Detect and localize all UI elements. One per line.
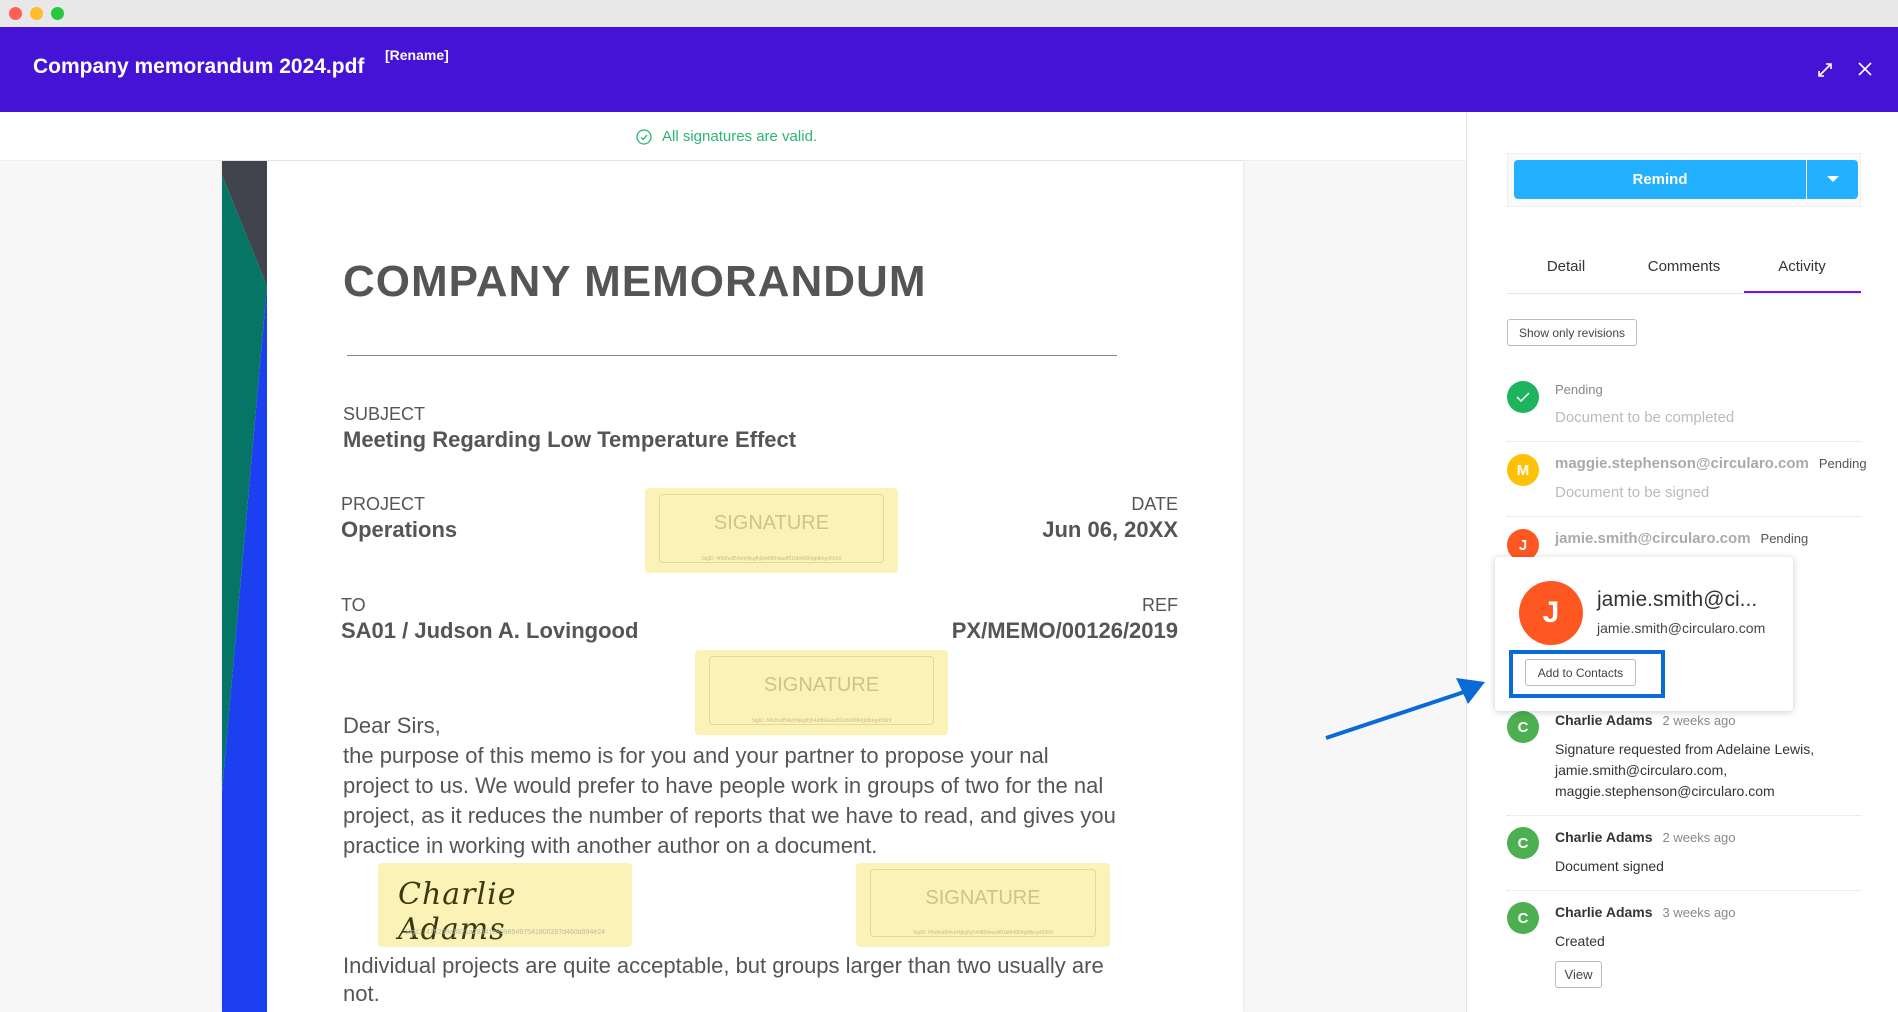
activity-text: Created <box>1555 933 1605 949</box>
activity-user[interactable]: jamie.smith@circularo.com <box>1555 530 1751 547</box>
activity-status: Pending <box>1760 531 1809 546</box>
to-label: TO <box>341 595 366 615</box>
expand-icon[interactable] <box>1816 61 1834 79</box>
activity-status: Pending <box>1818 456 1867 471</box>
page-decoration <box>222 161 267 1012</box>
activity-text: maggie.stephenson@circularo.com <box>1555 783 1775 799</box>
document-title: Company memorandum 2024.pdf <box>33 55 365 78</box>
activity-status: Pending <box>1555 382 1603 397</box>
signature-status-bar: All signatures are valid. <box>0 112 1466 161</box>
ref-label: REF <box>1142 595 1178 615</box>
activity-time: 3 weeks ago <box>1662 905 1736 920</box>
signature-placeholder: SIGNATURE <box>713 512 830 534</box>
subject-label: SUBJECT <box>343 404 426 424</box>
check-icon <box>1507 381 1539 413</box>
signature-id: SigID: 475269a8821a28341e999694975418002… <box>404 929 606 936</box>
signature-field[interactable]: SIGNATURE SigID: f45dfsdf54vhf4jkgfhj54df… <box>695 650 948 735</box>
signature-id: SigID: f45dfsdf54vhf4jkgfhj54df894asdf01… <box>701 556 842 562</box>
ref-value: PX/MEMO/00126/2019 <box>951 618 1178 643</box>
close-icon[interactable] <box>1857 61 1873 77</box>
document-page: COMPANY MEMORANDUM SUBJECT Meeting Regar… <box>222 161 1243 1012</box>
arrow-annotation <box>1325 678 1485 740</box>
tab-comments[interactable]: Comments <box>1647 258 1721 275</box>
body-line: practice in working with another author … <box>343 833 878 858</box>
window-titlebar <box>0 0 1898 27</box>
date-label: DATE <box>1131 494 1178 514</box>
memo-heading: COMPANY MEMORANDUM <box>343 257 927 306</box>
greeting: Dear Sirs, <box>343 713 441 738</box>
avatar: J <box>1507 529 1539 561</box>
avatar: C <box>1507 711 1539 743</box>
close-window-button[interactable] <box>9 7 22 20</box>
popup-email: jamie.smith@circularo.com <box>1597 620 1766 636</box>
signature-id: SigID: f45dfsdf54vhf4jkgfhj54df894asdf01… <box>751 718 892 724</box>
activity-user[interactable]: Charlie Adams <box>1555 904 1653 920</box>
maximize-window-button[interactable] <box>51 7 64 20</box>
signature-placeholder: SIGNATURE <box>763 674 880 696</box>
activity-user[interactable]: maggie.stephenson@circularo.com <box>1555 455 1809 472</box>
handwritten-signature: Charlie Adams <box>398 877 517 947</box>
signature-id: SigID: f45dfsdf54vhf4jkgfhj54df894asdf01… <box>912 930 1054 936</box>
activity-text: jamie.smith@circularo.com, <box>1555 762 1728 778</box>
activity-time: 2 weeks ago <box>1662 830 1736 845</box>
activity-user[interactable]: Charlie Adams <box>1555 829 1653 845</box>
subject-value: Meeting Regarding Low Temperature Effect <box>343 427 797 452</box>
check-circle-icon <box>636 128 652 145</box>
body-line: not. <box>343 981 380 1006</box>
avatar: M <box>1507 454 1539 486</box>
app-header: Company memorandum 2024.pdf [Rename] <box>0 27 1898 112</box>
activity-time: 2 weeks ago <box>1662 713 1736 728</box>
avatar: C <box>1507 902 1539 934</box>
project-value: Operations <box>341 517 458 542</box>
signature-field[interactable]: SIGNATURE SigID: f45dfsdf54vhf4jkgfhj54df… <box>856 863 1110 947</box>
minimize-window-button[interactable] <box>30 7 43 20</box>
add-to-contacts-button[interactable]: Add to Contacts <box>1525 659 1636 686</box>
activity-text: Document to be completed <box>1555 409 1735 426</box>
signature-placeholder: SIGNATURE <box>925 887 1041 909</box>
activity-text: Signature requested from Adelaine Lewis, <box>1555 741 1815 757</box>
status-text: All signatures are valid. <box>662 128 818 145</box>
show-only-revisions-button[interactable]: Show only revisions <box>1507 319 1637 346</box>
remind-button[interactable]: Remind <box>1514 160 1806 199</box>
popup-title: jamie.smith@ci... <box>1597 588 1758 611</box>
project-label: PROJECT <box>341 494 426 514</box>
activity-user[interactable]: Charlie Adams <box>1555 712 1653 728</box>
caret-down-icon <box>1826 176 1839 182</box>
tab-detail[interactable]: Detail <box>1546 258 1586 275</box>
rename-link[interactable]: [Rename] <box>385 47 449 63</box>
heading-rule <box>347 355 1117 356</box>
signature-field[interactable]: SIGNATURE SigID: f45dfsdf54vhf4jkgfhj54df… <box>645 488 898 573</box>
date-value: Jun 06, 20XX <box>1042 517 1178 542</box>
active-tab-indicator <box>1744 291 1861 293</box>
activity-text: Document to be signed <box>1555 484 1710 501</box>
remind-dropdown-button[interactable] <box>1807 160 1858 199</box>
view-button[interactable]: View <box>1555 961 1602 988</box>
activity-text: Document signed <box>1555 858 1664 874</box>
body-line: the purpose of this memo is for you and … <box>343 743 1049 768</box>
body-line: Individual projects are quite acceptable… <box>343 953 1104 978</box>
body-line: project, as it reduces the number of rep… <box>343 803 1116 828</box>
signed-signature[interactable]: Charlie Adams SigID: 475269a8821a28341e9… <box>378 863 632 947</box>
avatar: C <box>1507 827 1539 859</box>
tab-activity[interactable]: Activity <box>1778 258 1826 275</box>
highlight-box <box>1509 650 1665 698</box>
body-line: project to us. We would prefer to have p… <box>343 773 1104 798</box>
popup-avatar: J <box>1519 581 1583 645</box>
to-value: SA01 / Judson A. Lovingood <box>341 618 639 643</box>
